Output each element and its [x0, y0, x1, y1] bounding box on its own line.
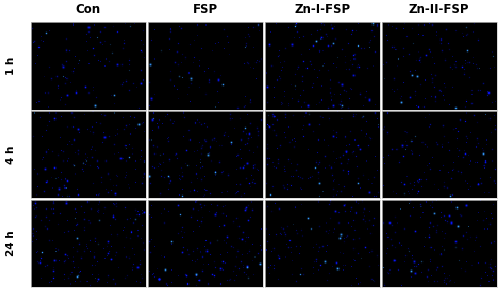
- Text: 24 h: 24 h: [6, 230, 16, 256]
- Text: Con: Con: [76, 3, 101, 16]
- Text: Zn-II-FSP: Zn-II-FSP: [409, 3, 470, 16]
- Text: FSP: FSP: [192, 3, 218, 16]
- Text: 4 h: 4 h: [6, 145, 16, 164]
- Text: 1 h: 1 h: [6, 57, 16, 75]
- Text: Zn-I-FSP: Zn-I-FSP: [294, 3, 350, 16]
